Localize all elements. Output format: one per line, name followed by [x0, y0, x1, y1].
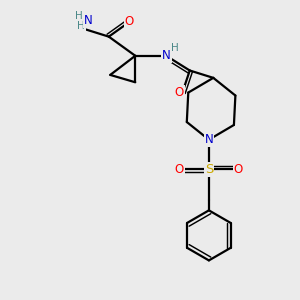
Text: O: O — [175, 86, 184, 99]
Text: O: O — [125, 15, 134, 28]
Text: O: O — [175, 163, 184, 176]
Text: H: H — [77, 21, 85, 31]
Text: N: N — [205, 133, 213, 146]
Text: H: H — [171, 43, 179, 52]
Text: N: N — [162, 49, 171, 62]
Text: O: O — [234, 163, 243, 176]
Text: H: H — [76, 11, 83, 21]
Text: N: N — [84, 14, 92, 27]
Text: S: S — [205, 163, 213, 176]
